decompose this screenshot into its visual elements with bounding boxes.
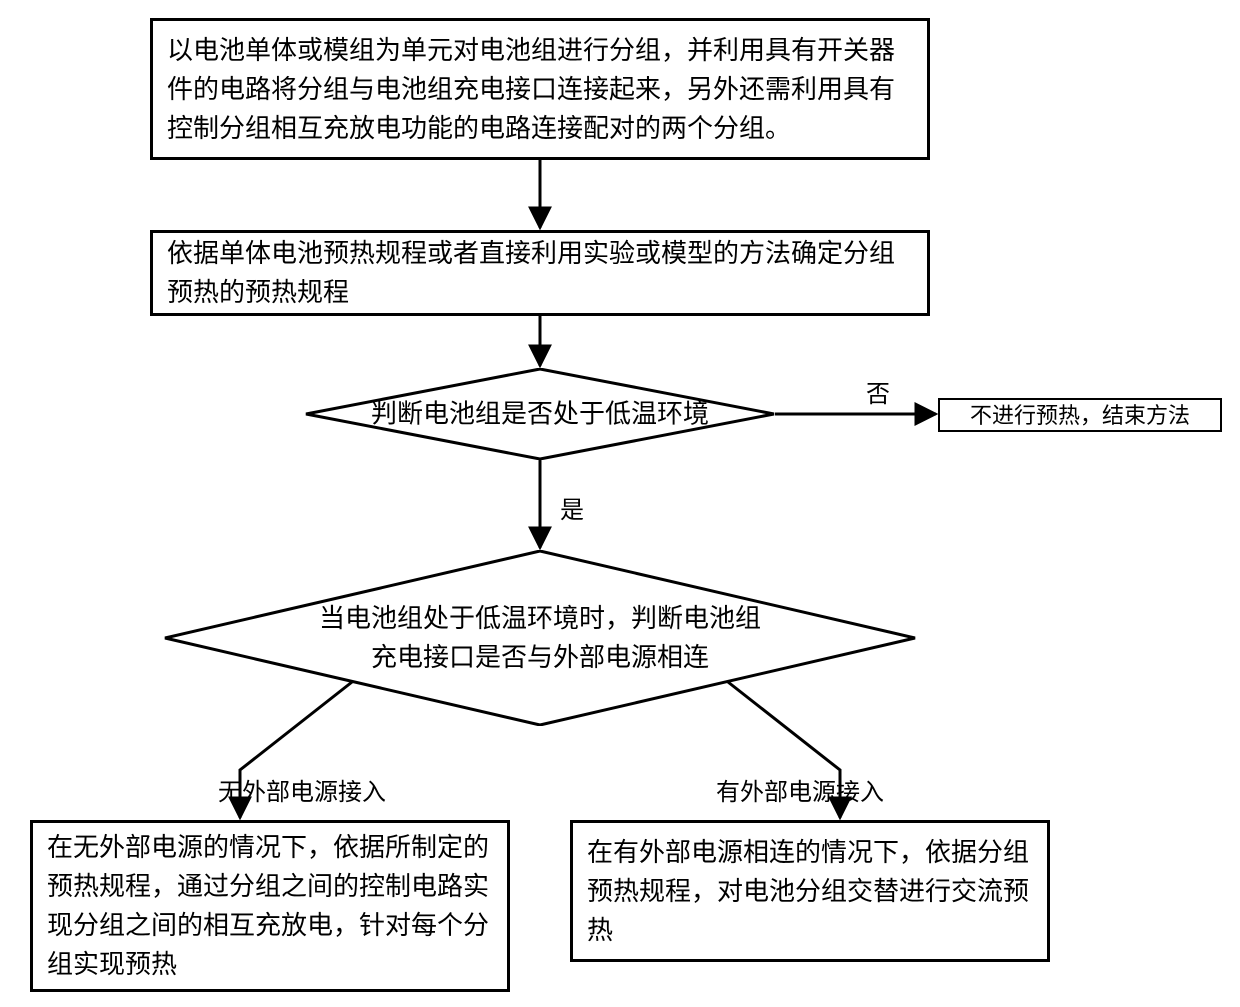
node-result-right-text: 在有外部电源相连的情况下，依据分组预热规程，对电池分组交替进行交流预热 xyxy=(573,825,1047,958)
node-step1-text: 以电池单体或模组为单元对电池组进行分组，并利用具有开关器件的电路将分组与电池组充… xyxy=(153,23,927,156)
edge-label-yes: 是 xyxy=(560,490,584,525)
flowchart-root: 以电池单体或模组为单元对电池组进行分组，并利用具有开关器件的电路将分组与电池组充… xyxy=(0,0,1240,1007)
node-decision2: 当电池组处于低温环境时，判断电池组 充电接口是否与外部电源相连 xyxy=(164,550,916,726)
node-step2-text: 依据单体电池预热规程或者直接利用实验或模型的方法确定分组预热的预热规程 xyxy=(153,226,927,320)
node-terminate: 不进行预热，结束方法 xyxy=(938,398,1222,432)
node-step1: 以电池单体或模组为单元对电池组进行分组，并利用具有开关器件的电路将分组与电池组充… xyxy=(150,18,930,160)
node-step2: 依据单体电池预热规程或者直接利用实验或模型的方法确定分组预热的预热规程 xyxy=(150,230,930,316)
edge-label-no-external: 无外部电源接入 xyxy=(218,772,386,807)
node-decision1-text: 判断电池组是否处于低温环境 xyxy=(330,395,750,434)
node-result-left: 在无外部电源的情况下，依据所制定的预热规程，通过分组之间的控制电路实现分组之间的… xyxy=(30,820,510,992)
node-result-right: 在有外部电源相连的情况下，依据分组预热规程，对电池分组交替进行交流预热 xyxy=(570,820,1050,962)
node-decision2-text: 当电池组处于低温环境时，判断电池组 充电接口是否与外部电源相连 xyxy=(260,599,820,677)
edge-label-has-external: 有外部电源接入 xyxy=(716,772,884,807)
node-result-left-text: 在无外部电源的情况下，依据所制定的预热规程，通过分组之间的控制电路实现分组之间的… xyxy=(33,820,507,992)
edge-label-no: 否 xyxy=(866,374,890,409)
node-terminate-text: 不进行预热，结束方法 xyxy=(964,399,1196,432)
node-decision1: 判断电池组是否处于低温环境 xyxy=(305,368,775,460)
